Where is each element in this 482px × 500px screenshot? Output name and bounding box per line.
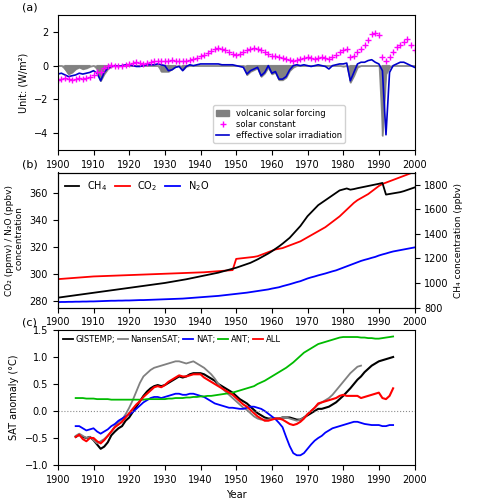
Text: (c): (c) (22, 318, 37, 328)
Y-axis label: CO₂ (ppmv) / N₂O (ppbv)
 concentration: CO₂ (ppmv) / N₂O (ppbv) concentration (5, 184, 24, 296)
Legend: volcanic solar forcing, solar constant, effective solar irradiation: volcanic solar forcing, solar constant, … (213, 106, 345, 143)
Y-axis label: Unit: (W/m²): Unit: (W/m²) (18, 52, 28, 112)
Y-axis label: CH₄ concentration (ppbv): CH₄ concentration (ppbv) (455, 182, 463, 298)
X-axis label: Year: Year (226, 490, 246, 500)
Text: (b): (b) (22, 160, 38, 170)
Text: (a): (a) (22, 2, 38, 12)
X-axis label: Year: Year (226, 333, 246, 343)
Y-axis label: SAT anomaly (°C): SAT anomaly (°C) (9, 355, 19, 440)
X-axis label: Year: Year (226, 176, 246, 186)
Legend: GISTEMP;, NansenSAT;, NAT;, ANT;, ALL: GISTEMP;, NansenSAT;, NAT;, ANT;, ALL (62, 334, 281, 345)
Legend: CH$_4$, CO$_2$, N$_2$O: CH$_4$, CO$_2$, N$_2$O (63, 178, 211, 195)
